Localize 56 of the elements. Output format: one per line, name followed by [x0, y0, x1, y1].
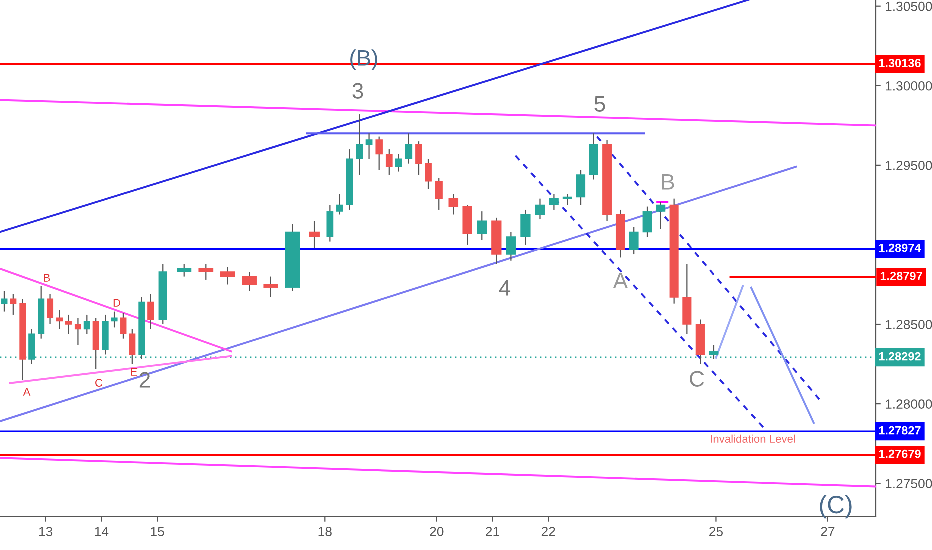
annotation: C: [690, 371, 704, 387]
annotation: Invalidation Level: [711, 434, 796, 443]
annotation: 2: [140, 372, 150, 388]
annotation: D: [114, 299, 120, 307]
annotation: 1.28797: [880, 272, 922, 280]
annotation: B: [662, 174, 674, 190]
candlestick: [56, 310, 64, 330]
candlestick: [120, 312, 127, 340]
y-tick-label: 1.30500: [886, 2, 932, 12]
candlestick: [111, 311, 118, 328]
candlestick: [386, 148, 393, 176]
x-tick-label: 21: [486, 527, 500, 536]
candlestick: [336, 194, 344, 216]
annotation: 3: [352, 83, 364, 99]
annotation: 5: [594, 96, 606, 112]
annotation: A: [23, 388, 31, 396]
y-tick-label: 1.28500: [886, 320, 932, 330]
y-tick-label: 1.27500: [886, 479, 932, 489]
x-tick-label: 20: [430, 527, 444, 536]
candlestick: [356, 114, 364, 176]
ref-line-label: 1.27827: [879, 426, 921, 435]
x-tick-label: 15: [151, 527, 164, 536]
ref-line-label: 1.27679: [879, 450, 921, 458]
x-tick-label: 14: [95, 527, 109, 536]
candlestick: [366, 133, 373, 160]
annotation: 4: [499, 280, 511, 296]
annotation: E: [131, 368, 138, 376]
x-tick-label: 18: [318, 527, 332, 536]
candlestick: [405, 133, 413, 164]
candlestick: [65, 314, 72, 335]
candlestick: [435, 178, 443, 211]
x-tick-label: 27: [821, 527, 835, 536]
x-tick-label: 25: [710, 527, 724, 536]
candlestick: [395, 154, 402, 172]
x-tick-label: 13: [39, 527, 53, 536]
y-tick-label: 1.29500: [886, 161, 932, 170]
candlestick: [129, 328, 136, 365]
candlestick: [1, 290, 8, 312]
annotation: (C): [820, 495, 852, 519]
ref-line-label: 1.28292: [879, 352, 921, 361]
ref-line-label: 1.30136: [879, 59, 921, 68]
candlestick: [148, 294, 154, 330]
y-tick-label: 1.28000: [886, 400, 932, 409]
y-tick-label: 1.30000: [886, 81, 932, 91]
annotation: C: [96, 379, 103, 387]
candlestick: [425, 158, 432, 190]
candlestick: [416, 141, 422, 176]
candlestick: [84, 314, 90, 335]
candlestick: [376, 136, 383, 171]
candlestick: [74, 318, 82, 346]
candlestick: [47, 294, 54, 326]
candlestick: [10, 294, 17, 316]
x-tick-label: 22: [542, 527, 556, 536]
ref-line-label: 1.28974: [879, 244, 922, 252]
annotation: A: [613, 273, 628, 288]
annotation: B: [44, 274, 50, 282]
